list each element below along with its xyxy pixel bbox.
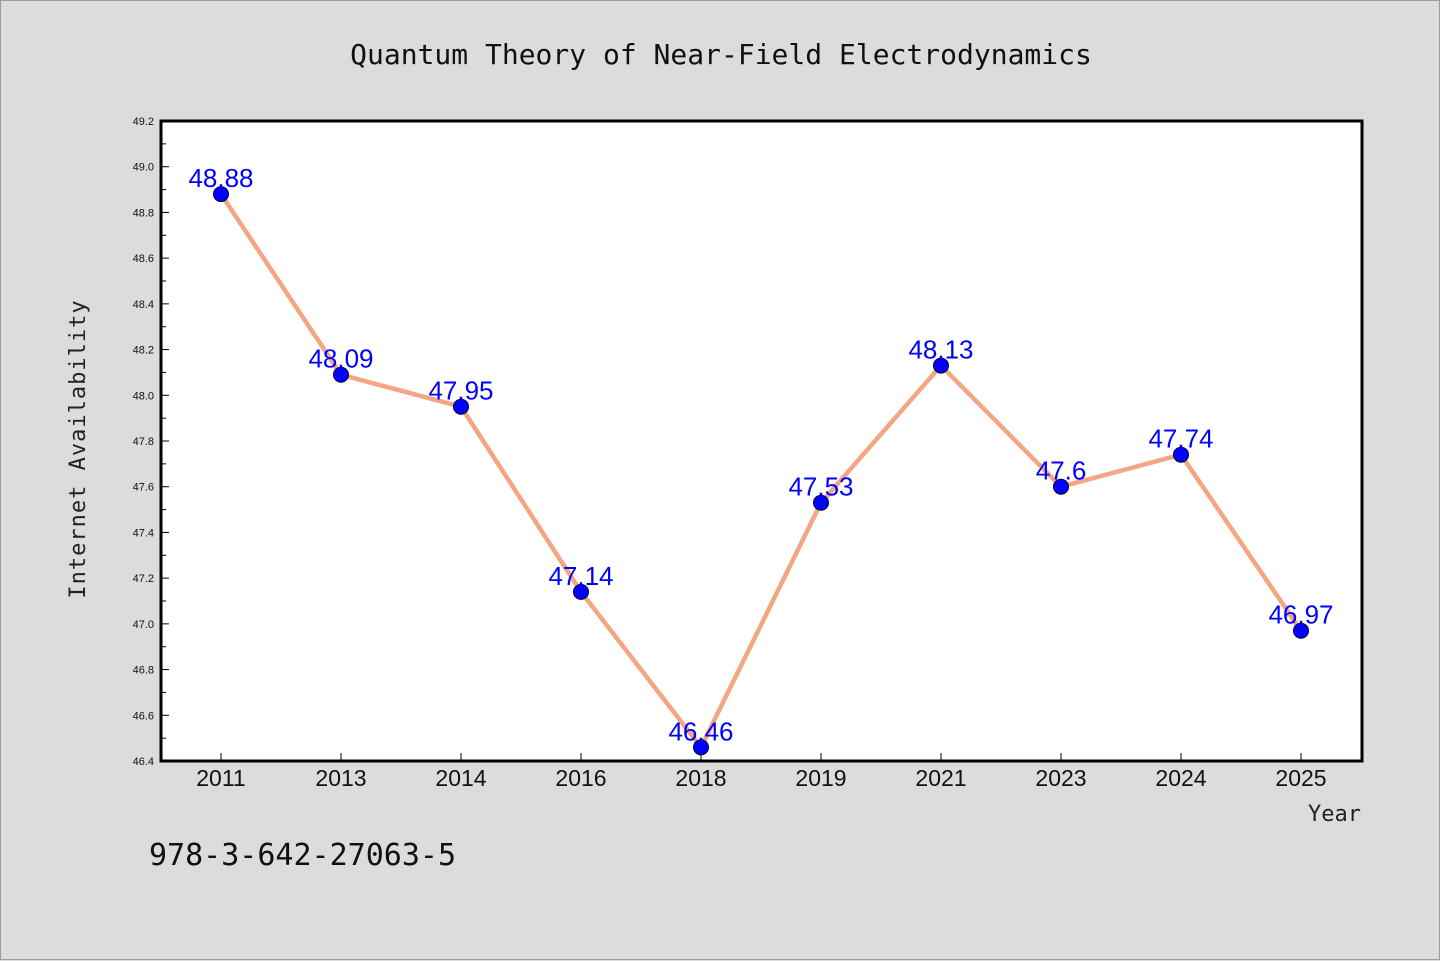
y-axis-label: Internet Availability <box>66 299 91 598</box>
x-tick-label: 2014 <box>435 765 486 791</box>
chart-title: Quantum Theory of Near-Field Electrodyna… <box>350 38 1092 71</box>
data-label: 47.14 <box>548 561 613 591</box>
y-tick-label: 46.4 <box>133 756 154 768</box>
data-label: 48.09 <box>308 344 373 374</box>
data-label: 46.97 <box>1268 600 1333 630</box>
data-label: 47.53 <box>788 472 853 502</box>
data-label: 46.46 <box>668 716 733 746</box>
x-tick-label: 2025 <box>1275 765 1326 791</box>
data-point <box>693 739 709 756</box>
plot-area <box>159 119 1364 763</box>
y-tick-label: 46.6 <box>133 710 154 722</box>
x-tick-label: 2023 <box>1035 765 1086 791</box>
data-label: 47.74 <box>1148 424 1213 454</box>
data-label: 47.95 <box>428 376 493 406</box>
x-tick-label: 2011 <box>196 765 245 791</box>
y-tick-label: 48.4 <box>133 299 154 311</box>
series-layer <box>213 186 1309 756</box>
x-tick-label: 2021 <box>915 765 966 791</box>
data-point <box>453 398 469 415</box>
series-line <box>219 192 1303 750</box>
x-tick-label: 2019 <box>795 765 846 791</box>
data-label: 48.13 <box>908 335 973 365</box>
data-point <box>933 357 949 374</box>
x-tick-label: 2013 <box>315 765 366 791</box>
y-tick-label: 48.8 <box>133 207 154 219</box>
data-point <box>573 583 589 600</box>
y-tick-label: 47.0 <box>133 619 154 631</box>
y-tick-label: 48.0 <box>133 390 154 402</box>
y-tick-label: 46.8 <box>133 665 154 677</box>
y-tick-label: 49.2 <box>133 116 154 128</box>
x-tick-label: 2016 <box>555 765 606 791</box>
data-label-layer: 48.88 48.09 47.95 47.14 46.46 47.53 48.13 47.6 4… <box>188 163 1333 746</box>
y-tick-label: 49.0 <box>133 162 154 174</box>
y-axis: 46.4 46.6 46.8 47.0 47.2 47.4 47.6 47.8 48.0 48.2… <box>133 116 169 768</box>
x-axis-label: Year <box>1308 802 1361 827</box>
data-point <box>1173 446 1189 463</box>
data-label: 48.88 <box>188 163 253 193</box>
isbn-footnote: 978-3-642-27063-5 <box>149 838 456 873</box>
data-point <box>333 366 349 383</box>
data-point <box>1053 478 1069 495</box>
y-tick-label: 47.6 <box>133 482 154 494</box>
data-point <box>213 186 229 203</box>
data-point <box>813 494 829 511</box>
y-tick-label: 47.2 <box>133 573 154 585</box>
data-label: 47.6 <box>1036 456 1087 486</box>
x-tick-label: 2018 <box>675 765 726 791</box>
y-tick-label: 48.6 <box>133 253 154 265</box>
x-tick-label: 2024 <box>1155 765 1206 791</box>
y-tick-label: 47.8 <box>133 436 154 448</box>
data-point <box>1293 622 1309 639</box>
y-tick-label: 47.4 <box>133 527 154 539</box>
y-tick-label: 48.2 <box>133 345 154 357</box>
x-axis: 2011 2013 2014 2016 2018 2019 2021 2023 2024 2025 <box>196 753 1327 791</box>
